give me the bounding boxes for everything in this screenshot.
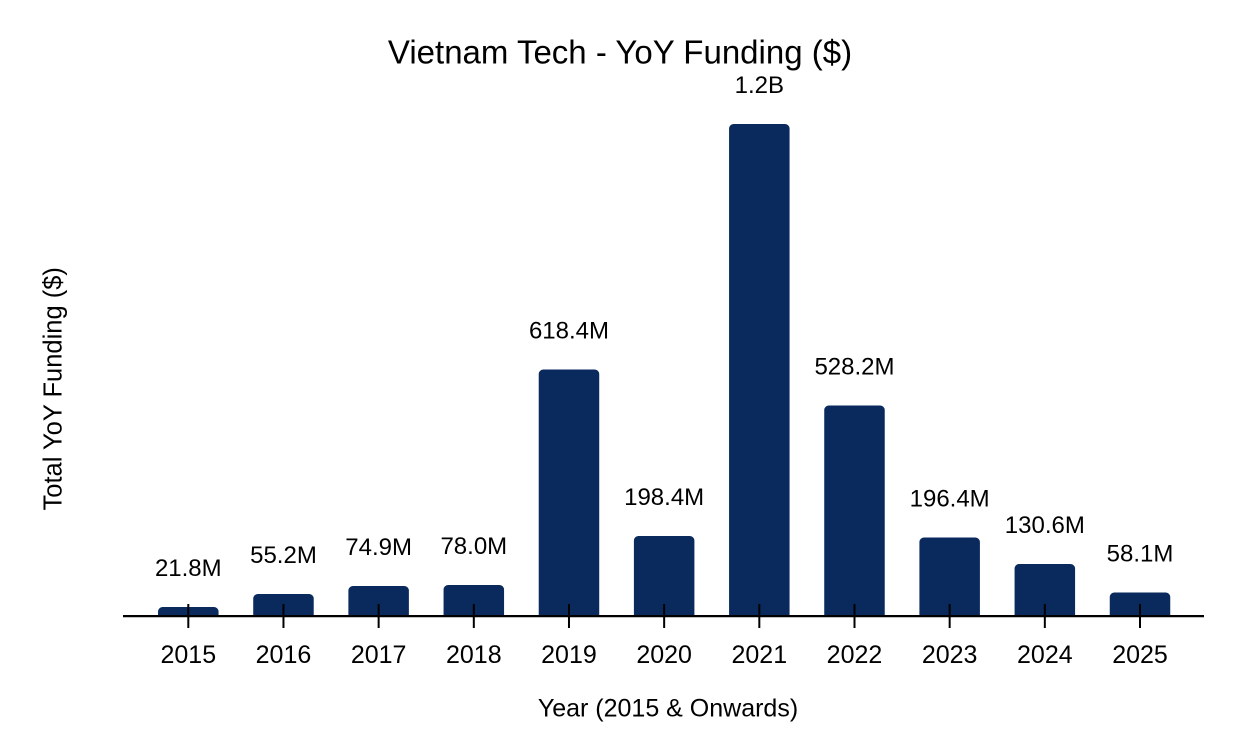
svg-text:130.6M: 130.6M — [1005, 512, 1085, 539]
svg-text:2023: 2023 — [922, 641, 978, 669]
svg-text:2024: 2024 — [1017, 641, 1073, 669]
svg-text:528.2M: 528.2M — [814, 354, 894, 381]
svg-text:196.4M: 196.4M — [910, 486, 990, 513]
svg-text:21.8M: 21.8M — [155, 555, 222, 582]
svg-text:58.1M: 58.1M — [1107, 541, 1174, 568]
svg-text:Year (2015 & Onwards): Year (2015 & Onwards) — [538, 694, 798, 722]
svg-text:2025: 2025 — [1112, 641, 1168, 669]
svg-text:2020: 2020 — [636, 641, 692, 669]
svg-text:2019: 2019 — [541, 641, 597, 669]
svg-text:78.0M: 78.0M — [440, 533, 507, 560]
svg-text:618.4M: 618.4M — [529, 318, 609, 345]
svg-text:2022: 2022 — [827, 641, 883, 669]
svg-text:74.9M: 74.9M — [345, 534, 412, 561]
svg-text:2018: 2018 — [446, 641, 502, 669]
svg-text:55.2M: 55.2M — [250, 542, 317, 569]
svg-text:2016: 2016 — [256, 641, 312, 669]
svg-text:2021: 2021 — [732, 641, 788, 669]
svg-text:Vietnam Tech - YoY Funding ($): Vietnam Tech - YoY Funding ($) — [388, 34, 852, 71]
svg-text:2015: 2015 — [160, 641, 216, 669]
svg-text:Total YoY Funding ($): Total YoY Funding ($) — [40, 267, 68, 510]
svg-text:2017: 2017 — [351, 641, 407, 669]
svg-text:198.4M: 198.4M — [624, 484, 704, 511]
svg-text:1.2B: 1.2B — [735, 72, 784, 99]
